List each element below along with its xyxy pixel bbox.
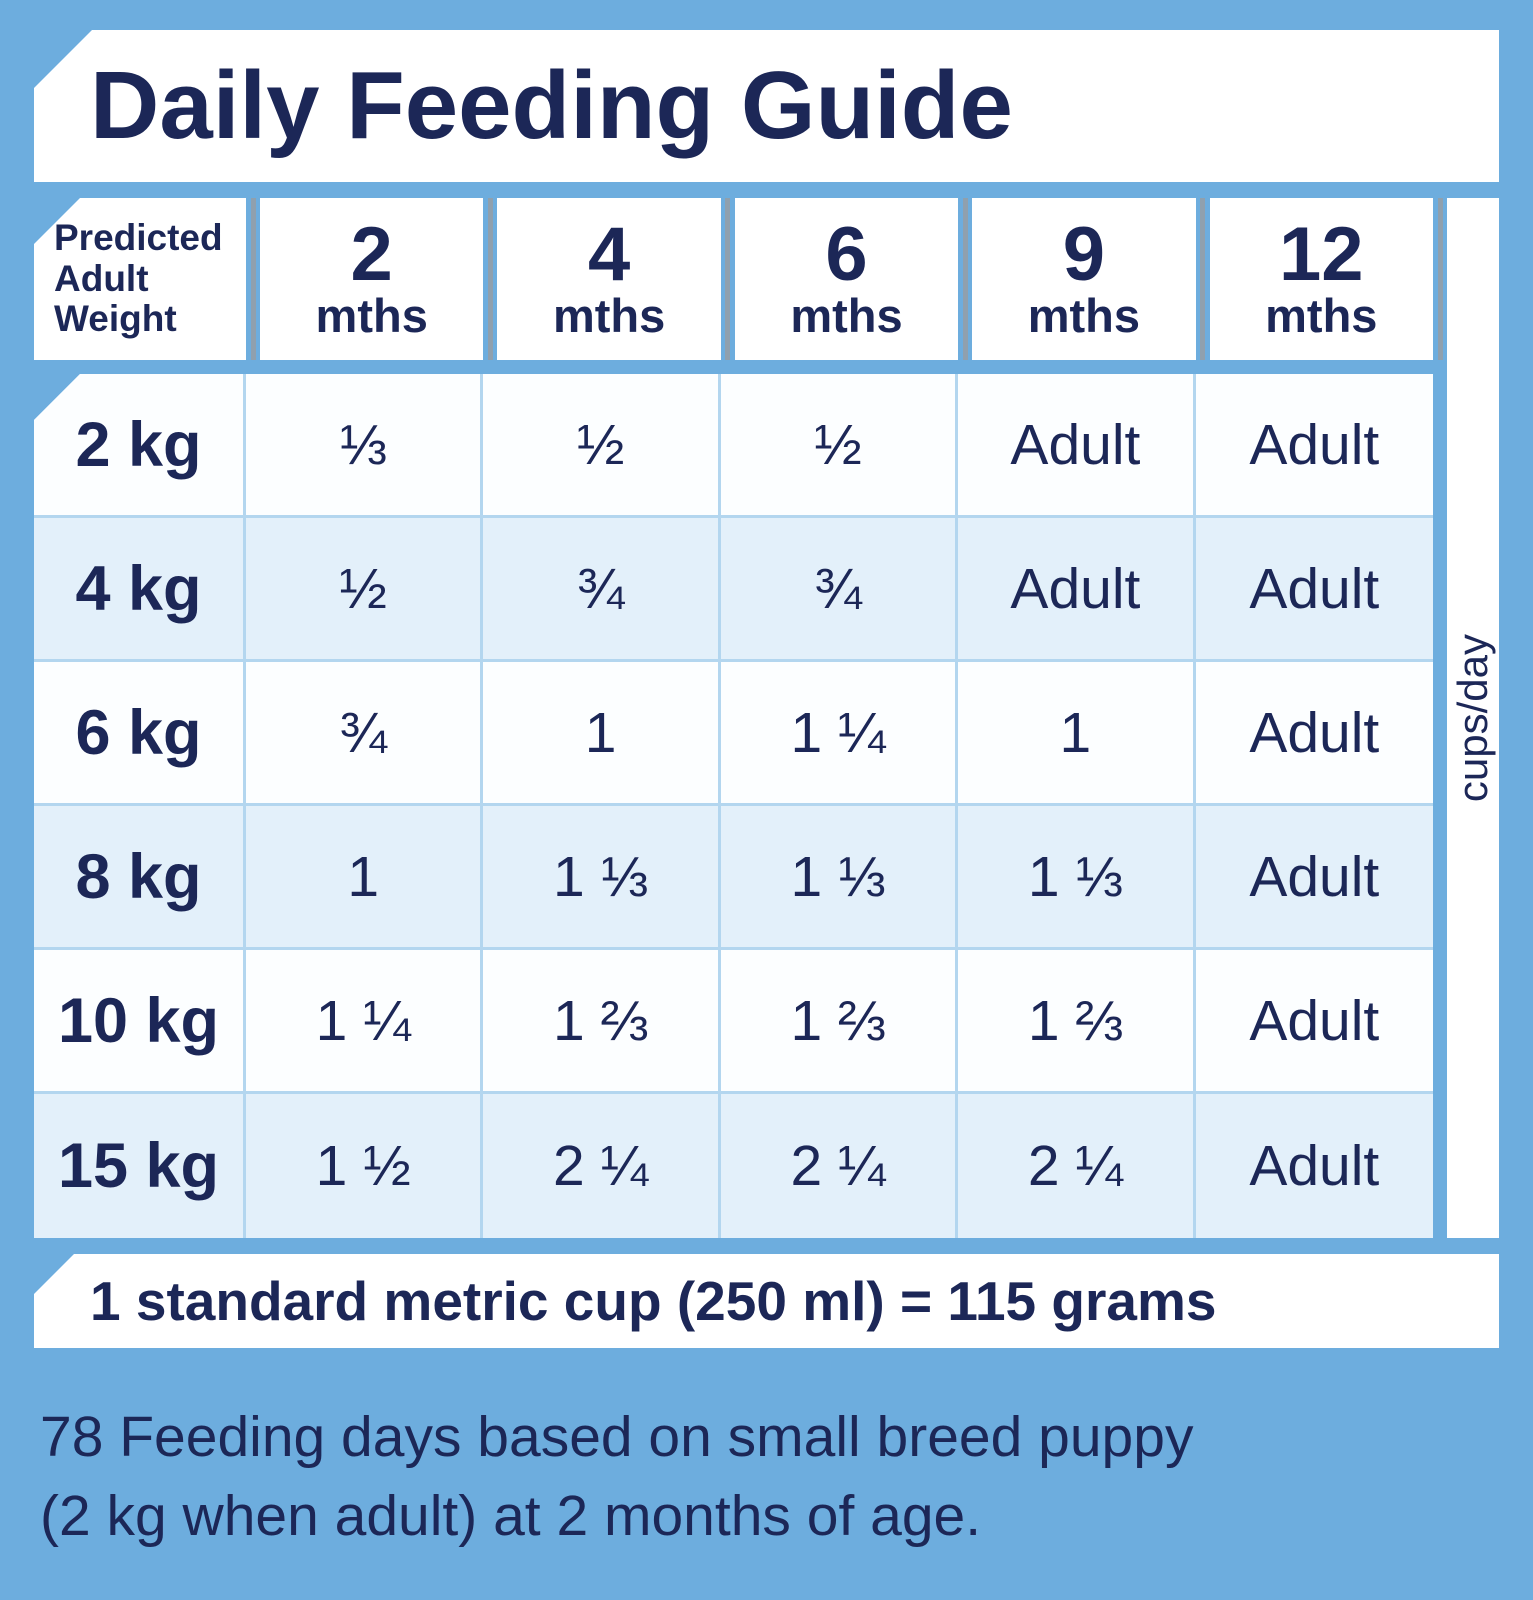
feeding-amount-cell: 1 ½ [246,1094,484,1238]
column-age: 12 [1279,212,1364,298]
footer-line-1: 78 Feeding days based on small breed pup… [40,1405,1194,1469]
table-header-row: Predicted Adult Weight 2 mths 4 mths 6 m… [34,198,1433,360]
feeding-amount-cell: 1 ¼ [720,662,959,806]
column-age: 9 [1062,212,1106,298]
feeding-amount-cell: 2 ¼ [958,1094,1196,1238]
column-unit: mths [1265,288,1378,342]
feeding-amount-cell: 1 ⅔ [720,950,959,1094]
column-header-12mths: 12 mths [1200,198,1433,360]
feeding-amount-cell: ¾ [720,518,959,662]
row-weight-label: 10 kg [34,950,246,1094]
feeding-amount-cell: ¾ [483,518,721,662]
feeding-amount-cell: 1 ⅓ [958,806,1196,950]
feeding-amount-cell: Adult [1195,374,1433,518]
feeding-amount-cell: ⅓ [246,374,484,518]
feeding-amount-cell: 1 ⅓ [720,806,959,950]
feeding-amount-cell: 1 ⅔ [483,950,721,1094]
cups-per-day-label: cups/day [1449,633,1496,803]
feeding-amount-cell: 1 [958,662,1196,806]
row-weight-label: 6 kg [34,662,246,806]
column-header-9mths: 9 mths [962,198,1196,360]
feeding-amount-cell: ½ [483,374,721,518]
feeding-table: Predicted Adult Weight 2 mths 4 mths 6 m… [34,198,1499,1238]
feeding-amount-cell: 1 ¼ [246,950,484,1094]
row-weight-label: 2 kg [34,374,246,518]
column-unit: mths [1027,288,1141,342]
feeding-amount-cell: Adult [1195,662,1433,806]
feeding-table-main: Predicted Adult Weight 2 mths 4 mths 6 m… [34,198,1433,1238]
corner-header-cell: Predicted Adult Weight [34,198,246,360]
note-banner: 1 standard metric cup (250 ml) = 115 gra… [34,1254,1499,1348]
column-unit: mths [315,288,428,342]
column-header-2mths: 2 mths [250,198,484,360]
row-weight-label: 8 kg [34,806,246,950]
feeding-amount-cell: ¾ [246,662,484,806]
column-unit: mths [790,288,903,342]
column-age: 4 [587,212,631,298]
row-weight-label: 4 kg [34,518,246,662]
feeding-amount-cell: Adult [1195,518,1433,662]
feeding-amount-cell: 2 ¼ [483,1094,721,1238]
footer-line-2: (2 kg when adult) at 2 months of age. [40,1483,982,1548]
feeding-amount-cell: Adult [1195,806,1433,950]
feeding-amount-cell: Adult [1195,950,1433,1094]
footer-note: 78 Feeding days based on small breed pup… [34,1398,1499,1555]
feeding-amount-cell: ½ [720,374,959,518]
column-header-4mths: 4 mths [487,198,721,360]
column-unit: mths [552,288,666,342]
title-banner: Daily Feeding Guide [34,30,1499,182]
feeding-amount-cell: 1 [483,662,721,806]
feeding-amount-cell: 1 ⅔ [958,950,1196,1094]
feeding-amount-cell: Adult [958,374,1196,518]
cups-per-day-strip: cups/day [1437,198,1499,1238]
column-age: 6 [825,212,868,298]
cup-conversion-note: 1 standard metric cup (250 ml) = 115 gra… [90,1270,1217,1332]
feeding-amount-cell: 1 ⅓ [483,806,721,950]
feeding-amount-cell: Adult [1195,1094,1433,1238]
feeding-amount-cell: 2 ¼ [720,1094,959,1238]
feeding-amount-cell: 1 [246,806,484,950]
row-weight-label: 15 kg [34,1094,246,1238]
feeding-amount-cell: Adult [958,518,1196,662]
table-body: 2 kg ⅓ ½ ½ Adult Adult 4 kg ½ ¾ ¾ Adult … [34,374,1433,1238]
column-age: 2 [350,212,393,298]
feeding-amount-cell: ½ [246,518,484,662]
column-header-6mths: 6 mths [725,198,959,360]
corner-header-label: Predicted Adult Weight [54,216,223,340]
page-title: Daily Feeding Guide [90,52,1013,159]
